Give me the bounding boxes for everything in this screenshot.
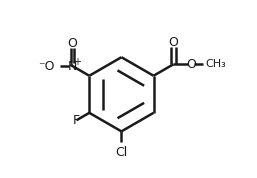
Text: F: F bbox=[73, 114, 80, 127]
Text: O: O bbox=[68, 37, 77, 51]
Text: +: + bbox=[73, 57, 81, 67]
Text: O: O bbox=[169, 36, 178, 49]
Text: Cl: Cl bbox=[115, 146, 127, 159]
Text: O: O bbox=[186, 58, 196, 71]
Text: CH₃: CH₃ bbox=[205, 59, 226, 69]
Text: ⁻O: ⁻O bbox=[38, 59, 55, 73]
Text: N: N bbox=[68, 59, 77, 73]
